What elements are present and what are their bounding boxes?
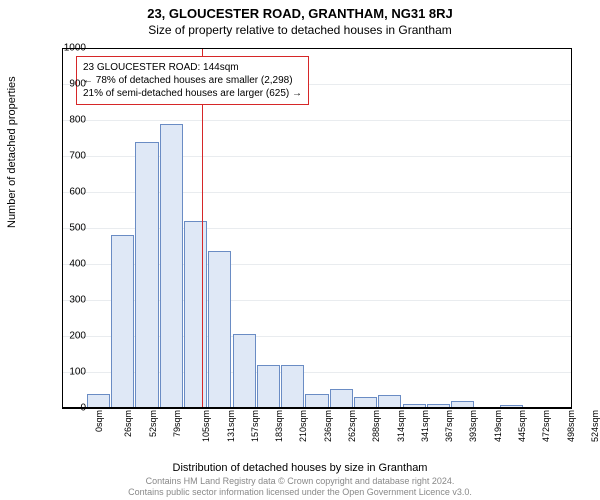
histogram-bar bbox=[354, 397, 377, 408]
credits-line-1: Contains HM Land Registry data © Crown c… bbox=[0, 476, 600, 487]
histogram-bar bbox=[160, 124, 183, 408]
grid-line bbox=[62, 408, 572, 409]
ytick-label: 900 bbox=[46, 79, 86, 90]
xtick-label: 419sqm bbox=[493, 410, 503, 442]
ytick-label: 500 bbox=[46, 223, 86, 234]
histogram-bar bbox=[184, 221, 207, 408]
xtick-label: 367sqm bbox=[444, 410, 454, 442]
xtick-label: 472sqm bbox=[541, 410, 551, 442]
xtick-label: 52sqm bbox=[148, 410, 158, 437]
histogram-bar bbox=[281, 365, 304, 408]
plot-area: 0sqm26sqm52sqm79sqm105sqm131sqm157sqm183… bbox=[62, 48, 572, 408]
xtick-label: 445sqm bbox=[517, 410, 527, 442]
ytick-label: 700 bbox=[46, 151, 86, 162]
grid-line bbox=[62, 48, 572, 49]
xtick-label: 341sqm bbox=[420, 410, 430, 442]
chart-subtitle: Size of property relative to detached ho… bbox=[0, 21, 600, 37]
histogram-bar bbox=[233, 334, 256, 408]
xtick-label: 393sqm bbox=[468, 410, 478, 442]
histogram-bar bbox=[378, 395, 401, 408]
annotation-line: ← 78% of detached houses are smaller (2,… bbox=[83, 74, 302, 87]
xtick-label: 183sqm bbox=[274, 410, 284, 442]
xtick-label: 157sqm bbox=[250, 410, 260, 442]
xtick-label: 262sqm bbox=[347, 410, 357, 442]
ytick-label: 400 bbox=[46, 259, 86, 270]
histogram-bar bbox=[427, 404, 450, 408]
x-axis-label: Distribution of detached houses by size … bbox=[0, 462, 600, 474]
ytick-label: 0 bbox=[46, 403, 86, 414]
credits: Contains HM Land Registry data © Crown c… bbox=[0, 476, 600, 498]
histogram-bar bbox=[111, 235, 134, 408]
xtick-label: 131sqm bbox=[226, 410, 236, 442]
xtick-label: 79sqm bbox=[172, 410, 182, 437]
xtick-label: 26sqm bbox=[123, 410, 133, 437]
annotation-line: 23 GLOUCESTER ROAD: 144sqm bbox=[83, 61, 302, 74]
ytick-label: 200 bbox=[46, 331, 86, 342]
xtick-label: 210sqm bbox=[298, 410, 308, 442]
ytick-label: 1000 bbox=[46, 43, 86, 54]
histogram-bar bbox=[305, 394, 328, 408]
histogram-bar bbox=[135, 142, 158, 408]
credits-line-2: Contains public sector information licen… bbox=[0, 487, 600, 498]
xtick-label: 524sqm bbox=[590, 410, 600, 442]
xtick-label: 0sqm bbox=[94, 410, 104, 432]
ytick-label: 600 bbox=[46, 187, 86, 198]
xtick-label: 105sqm bbox=[201, 410, 211, 442]
histogram-bar bbox=[451, 401, 474, 408]
y-axis-label: Number of detached properties bbox=[6, 76, 18, 228]
ytick-label: 300 bbox=[46, 295, 86, 306]
histogram-bar bbox=[208, 251, 231, 408]
ytick-label: 800 bbox=[46, 115, 86, 126]
xtick-label: 236sqm bbox=[323, 410, 333, 442]
histogram-bar bbox=[500, 405, 523, 408]
histogram-bar bbox=[87, 394, 110, 408]
grid-line bbox=[62, 120, 572, 121]
histogram-bar bbox=[403, 404, 426, 408]
histogram-bar bbox=[330, 389, 353, 408]
xtick-label: 288sqm bbox=[371, 410, 381, 442]
annotation-box: 23 GLOUCESTER ROAD: 144sqm← 78% of detac… bbox=[76, 56, 309, 105]
chart-title: 23, GLOUCESTER ROAD, GRANTHAM, NG31 8RJ bbox=[0, 0, 600, 21]
xtick-label: 498sqm bbox=[566, 410, 576, 442]
chart-container: 23, GLOUCESTER ROAD, GRANTHAM, NG31 8RJ … bbox=[0, 0, 600, 500]
histogram-bar bbox=[257, 365, 280, 408]
ytick-label: 100 bbox=[46, 367, 86, 378]
annotation-line: 21% of semi-detached houses are larger (… bbox=[83, 87, 302, 100]
xtick-label: 314sqm bbox=[396, 410, 406, 442]
